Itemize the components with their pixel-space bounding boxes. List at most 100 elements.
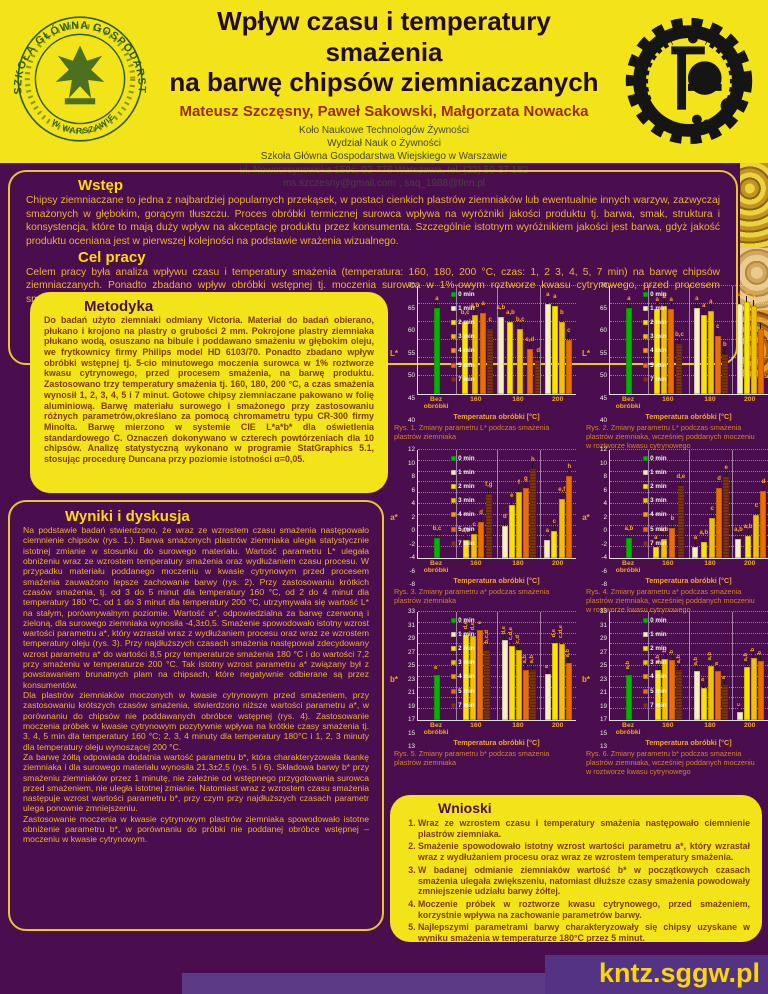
legend-label: 4 min xyxy=(458,511,475,519)
legend-entry: 4 min xyxy=(643,508,667,522)
error-bar xyxy=(436,532,438,539)
legend-swatch-icon xyxy=(643,305,649,311)
bar: b xyxy=(558,286,565,394)
bar: a,b xyxy=(744,450,752,558)
x-tick-label: 200 xyxy=(744,722,756,729)
significance-letter: a xyxy=(693,535,698,542)
bar: b xyxy=(721,286,728,394)
legend-entry: 0 min xyxy=(451,451,475,465)
bar-1min xyxy=(736,304,743,394)
y-axis-ticks: 40 45 50 55 60 65 70 xyxy=(599,282,607,425)
results-paragraph: Za barwę żółtą odpowiada dodatnia wartoś… xyxy=(23,751,369,814)
bar: g xyxy=(522,450,529,558)
significance-letter: b,c,d xyxy=(483,630,490,644)
significance-letter: a,b xyxy=(659,527,669,534)
bar-5min xyxy=(565,340,572,394)
significance-letter: a xyxy=(738,292,742,298)
significance-letter: b xyxy=(668,649,675,654)
legend-entry: 5 min xyxy=(643,684,667,698)
legend-label: 1 min xyxy=(650,468,667,476)
legend-label: 2 min xyxy=(458,482,475,490)
significance-letter: b,c xyxy=(675,331,684,338)
photo-potatoes xyxy=(740,163,768,248)
bar-group-Bez obróbki: a,b xyxy=(610,450,648,558)
significance-letter: a,b xyxy=(706,651,713,660)
legend-entry: 5 min xyxy=(643,522,667,536)
x-tick-label: Bez obróbki xyxy=(615,396,641,411)
legend-label: 7 min xyxy=(458,375,475,383)
results-paragraph: Zastosowanie moczenia w kwasie cytrynowy… xyxy=(23,813,369,845)
bar: e xyxy=(723,450,730,558)
bar-group-Bez obróbki: a xyxy=(610,286,648,394)
bar-3min xyxy=(515,649,522,720)
bar: c,d xyxy=(515,612,522,720)
legend-swatch-icon xyxy=(451,291,457,297)
bar: a,b xyxy=(565,612,572,720)
legend-swatch-icon xyxy=(643,362,649,368)
bar: a,b xyxy=(734,450,743,558)
bar-2min xyxy=(654,309,661,394)
significance-letter: a xyxy=(545,527,549,534)
legend-entry: 1 min xyxy=(451,301,475,315)
legend-entry: 3 min xyxy=(451,494,475,508)
y-axis-label: b* xyxy=(390,675,398,685)
bar-5min xyxy=(714,336,721,394)
bar-1min xyxy=(693,671,700,720)
bar-7min xyxy=(676,669,683,720)
error-bar xyxy=(525,663,527,670)
significance-letter: h xyxy=(567,463,572,470)
bar: c xyxy=(565,286,572,394)
significance-letter: a,b xyxy=(528,655,535,664)
legend: 0 min 1 min 2 min 3 min 4 min 5 min 7 min xyxy=(643,287,667,386)
affiliation-line: Koło Naukowe Technologów Żywności xyxy=(299,125,469,137)
legend-swatch-icon xyxy=(451,455,457,461)
bar-3min xyxy=(558,322,565,394)
methods-body: Do badań użyto ziemniaki odmiany Victori… xyxy=(44,315,374,464)
bar: a xyxy=(692,450,699,558)
legend-swatch-icon xyxy=(451,512,457,518)
significance-letter: c,d,e xyxy=(557,625,564,639)
bar: b,c xyxy=(516,286,524,394)
bar-5min xyxy=(522,669,529,720)
error-bar xyxy=(694,541,696,548)
significance-letter: a,b xyxy=(699,529,709,536)
bar-2min xyxy=(655,669,662,720)
legend: 0 min 1 min 2 min 3 min 4 min 5 min 7 min xyxy=(451,287,475,386)
significance-letter: a,b xyxy=(624,526,634,533)
y-axis-label: L* xyxy=(390,349,398,359)
bar: c xyxy=(714,286,721,394)
legend-label: 3 min xyxy=(458,497,475,505)
legend-label: 2 min xyxy=(650,318,667,326)
error-bar xyxy=(760,323,762,330)
x-tick-label: 160 xyxy=(470,722,482,729)
bar-2min xyxy=(652,547,659,558)
bar-group-160: a,b b b a,b xyxy=(647,612,689,720)
significance-letter: a,b xyxy=(742,652,749,662)
legend-label: 1 min xyxy=(458,468,475,476)
legend-entry: 0 min xyxy=(643,287,667,301)
legend-swatch-icon xyxy=(451,483,457,489)
bar-7min xyxy=(529,669,536,720)
authors: Mateusz Szczęsny, Paweł Sakowski, Małgor… xyxy=(179,103,589,121)
y-axis-label: b* xyxy=(582,675,590,685)
significance-letter: b xyxy=(722,342,727,349)
legend-swatch-icon xyxy=(451,702,457,708)
legend-swatch-icon xyxy=(643,483,649,489)
bar-3min xyxy=(750,305,757,394)
error-bar xyxy=(436,669,438,676)
bar: a xyxy=(433,612,440,720)
legend-label: 0 min xyxy=(650,290,667,298)
legend-entry: 0 min xyxy=(643,451,667,465)
error-bar xyxy=(655,541,657,548)
results-heading: Wyniki i dyskusja xyxy=(65,508,190,525)
legend-label: 7 min xyxy=(650,375,667,383)
bar-group-160: a a,b b d,e xyxy=(647,450,689,558)
legend-entry: 1 min xyxy=(643,301,667,315)
bar: d,e xyxy=(551,612,558,720)
error-bar xyxy=(724,348,726,355)
chart-caption: Rys. 1. Zmiany parametru L* podczas smaż… xyxy=(394,423,550,442)
x-tick-label: Bez obróbki xyxy=(615,722,641,737)
chart-caption: Rys. 6. Zmiany parametru b* podczas smaż… xyxy=(586,749,755,777)
